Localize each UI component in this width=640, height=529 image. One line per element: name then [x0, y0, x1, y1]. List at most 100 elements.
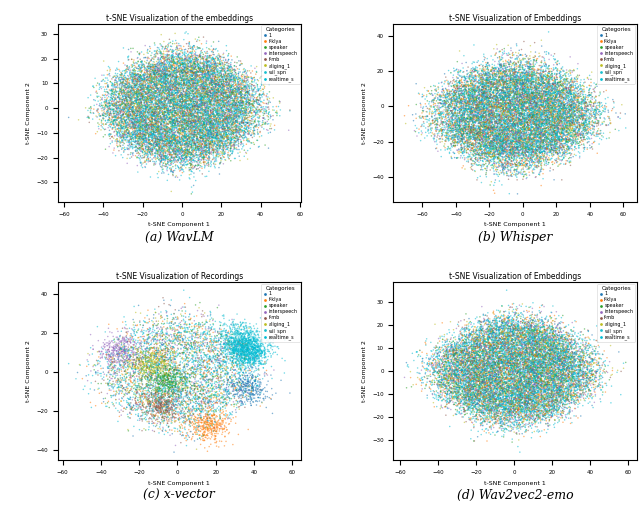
Point [131, 85, 141, 93]
Point [153, 125, 163, 134]
Point [467, 346, 477, 354]
Point [544, 75, 554, 84]
Point [480, 404, 490, 413]
Point [488, 114, 499, 122]
Point [240, 82, 250, 90]
Point [545, 378, 555, 387]
Point [474, 85, 484, 94]
Point [162, 344, 172, 353]
Point [579, 364, 589, 372]
Point [245, 336, 255, 345]
Point [200, 418, 210, 427]
Point [188, 89, 198, 98]
Point [492, 134, 502, 142]
Point [192, 84, 202, 92]
Point [201, 61, 211, 70]
Point [488, 127, 498, 136]
Point [494, 406, 504, 414]
Point [165, 81, 175, 89]
Point [442, 89, 452, 98]
Point [481, 143, 492, 152]
Point [472, 149, 482, 158]
Point [548, 381, 559, 390]
Point [483, 397, 493, 405]
Point [116, 102, 126, 111]
Point [518, 364, 529, 373]
Point [452, 381, 463, 389]
Point [559, 386, 570, 394]
Point [488, 333, 498, 341]
Point [139, 50, 149, 59]
Point [559, 122, 569, 130]
Point [551, 359, 561, 368]
Point [223, 87, 234, 95]
Point [543, 142, 553, 151]
Point [470, 330, 480, 338]
Point [223, 122, 233, 130]
Point [232, 378, 243, 387]
Point [164, 90, 175, 98]
Point [516, 390, 526, 398]
Point [474, 377, 484, 386]
Point [468, 375, 478, 383]
Point [433, 111, 444, 119]
Point [484, 158, 494, 166]
Point [476, 97, 486, 105]
Point [442, 375, 452, 384]
Point [440, 355, 451, 364]
Point [490, 360, 500, 368]
Point [246, 382, 257, 390]
Point [461, 372, 472, 381]
Point [524, 151, 534, 160]
Point [513, 88, 523, 96]
Point [542, 124, 552, 132]
Point [543, 369, 554, 378]
Point [506, 397, 516, 405]
Point [481, 133, 492, 142]
Point [528, 364, 538, 372]
Point [506, 323, 516, 331]
Point [191, 131, 201, 140]
Point [234, 340, 244, 349]
Point [207, 369, 218, 378]
Point [241, 323, 252, 332]
Point [472, 348, 483, 356]
Point [504, 104, 514, 113]
Point [173, 383, 183, 391]
Point [540, 388, 550, 396]
Point [540, 353, 550, 362]
Point [120, 90, 130, 98]
Point [561, 338, 572, 346]
Point [211, 79, 221, 88]
Point [160, 53, 170, 61]
Point [141, 371, 151, 380]
Point [195, 108, 205, 116]
Point [233, 135, 243, 144]
Point [491, 314, 501, 323]
Point [452, 87, 463, 96]
Point [575, 104, 586, 112]
Point [186, 105, 196, 114]
Point [151, 107, 161, 116]
Point [531, 369, 541, 378]
Point [499, 324, 509, 333]
Point [163, 64, 173, 72]
Point [234, 123, 244, 131]
Point [499, 405, 509, 414]
Point [201, 90, 211, 98]
Point [524, 159, 534, 167]
Point [162, 57, 172, 65]
Point [143, 136, 154, 144]
Point [443, 364, 453, 373]
Point [512, 139, 522, 148]
Point [516, 360, 527, 369]
Point [137, 117, 147, 126]
Point [520, 87, 530, 96]
Point [504, 71, 514, 79]
Point [252, 345, 262, 354]
Point [150, 124, 161, 132]
Point [556, 347, 566, 355]
Point [243, 382, 253, 391]
Point [437, 88, 447, 97]
Point [182, 141, 193, 150]
